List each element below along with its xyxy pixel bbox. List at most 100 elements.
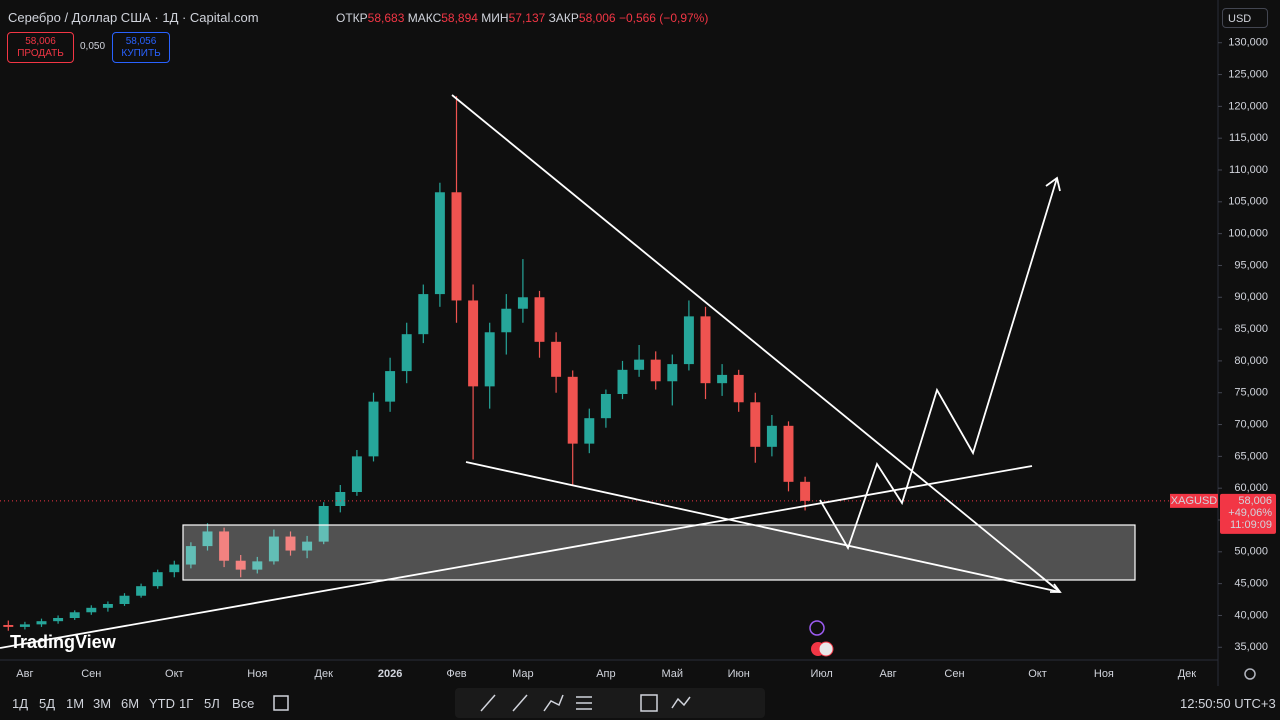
- y-tick-label: 50,000: [1234, 546, 1268, 558]
- y-tick-label: 105,000: [1228, 196, 1268, 208]
- x-tick-label: Авг: [879, 668, 896, 680]
- ohlc-label: ЗАКР: [548, 11, 579, 25]
- candle-body: [501, 308, 512, 333]
- candle-body: [136, 586, 147, 596]
- y-tick-label: 35,000: [1234, 641, 1268, 653]
- drawings: [0, 94, 1136, 649]
- sell-button[interactable]: 58,006 ПРОДАТЬ: [7, 32, 74, 63]
- candle-body: [733, 374, 744, 403]
- range-button[interactable]: Все: [232, 696, 255, 711]
- candle-body: [567, 376, 578, 444]
- buy-price: 58,056: [125, 36, 157, 47]
- candle-body: [185, 546, 196, 565]
- candle-body: [285, 536, 296, 551]
- settings-icon[interactable]: [1244, 668, 1256, 680]
- tool-icon[interactable]: [543, 694, 564, 712]
- y-tick-label: 60,000: [1234, 482, 1268, 494]
- y-tick-label: 75,000: [1234, 387, 1268, 399]
- ohlc: ОТКР58,683 МАКС58,894 МИН57,137 ЗАКР58,0…: [336, 11, 708, 25]
- event-icon[interactable]: [818, 641, 834, 657]
- candle-body: [53, 618, 64, 622]
- range-button[interactable]: 1Г: [179, 696, 194, 711]
- y-tick-label: 80,000: [1234, 355, 1268, 367]
- spread: 0,050: [80, 41, 106, 52]
- x-tick-label: Авг: [16, 668, 33, 680]
- range-button[interactable]: 6М: [121, 696, 140, 711]
- candle-body: [783, 425, 794, 482]
- range-button[interactable]: 5Л: [204, 696, 220, 711]
- ohlc-label: ОТКР: [336, 11, 368, 25]
- x-tick-label: Мар: [512, 668, 534, 680]
- trend-line: [451, 94, 1061, 593]
- candle-body: [302, 541, 313, 551]
- candle-body: [3, 625, 14, 627]
- candle-body: [617, 369, 628, 394]
- symbol-tag: [1170, 493, 1218, 508]
- candle-body: [418, 294, 429, 335]
- event-icon[interactable]: [809, 620, 825, 636]
- candle-body: [401, 334, 412, 372]
- candle-body: [534, 297, 545, 342]
- range-button[interactable]: 1Д: [12, 696, 29, 711]
- candle-body: [468, 300, 479, 387]
- candle-body: [152, 572, 163, 587]
- symbol-tag-text: XAGUSD: [1171, 495, 1218, 507]
- tool-icon[interactable]: [512, 694, 528, 712]
- x-tick-label: Дек: [1178, 668, 1197, 680]
- candle-body: [584, 418, 595, 444]
- x-tick-label: Июн: [728, 668, 750, 680]
- candle-body: [667, 364, 678, 382]
- candle-body: [252, 561, 263, 570]
- x-tick-label: Апр: [596, 668, 615, 680]
- x-tick-label: Фев: [446, 668, 466, 680]
- x-tick-label: Май: [662, 668, 684, 680]
- candle-body: [750, 402, 761, 447]
- range-button[interactable]: 1М: [66, 696, 85, 711]
- forecast-path: [819, 177, 1058, 551]
- currency-select[interactable]: USD: [1222, 8, 1268, 28]
- candle-body: [36, 621, 47, 625]
- candle-body: [19, 624, 30, 627]
- x-tick-label: 2026: [378, 668, 402, 680]
- candle-body: [119, 595, 130, 604]
- y-tick-label: 45,000: [1234, 578, 1268, 590]
- candle-body: [169, 564, 180, 573]
- candle-body: [385, 371, 396, 402]
- toolbar-icons: [273, 694, 691, 712]
- candle-body: [219, 531, 230, 561]
- logo: TradingView: [10, 632, 116, 652]
- candle-body: [683, 316, 694, 365]
- candle-body: [368, 401, 379, 457]
- x-tick-label: Окт: [1028, 668, 1047, 680]
- sell-price: 58,006: [25, 36, 56, 47]
- candle-body: [69, 612, 80, 618]
- buy-button[interactable]: 58,056 КУПИТЬ: [112, 32, 170, 63]
- price-tag-price: 58,006: [1238, 495, 1272, 507]
- x-tick-label: Июл: [811, 668, 833, 680]
- tool-icon[interactable]: [480, 694, 496, 712]
- range-button[interactable]: YTD: [149, 696, 175, 711]
- y-tick-label: 130,000: [1228, 37, 1268, 49]
- candle-body: [634, 359, 645, 370]
- tool-icon[interactable]: [640, 694, 658, 712]
- ohlc-value: 58,894: [441, 11, 478, 25]
- candle-body: [451, 192, 462, 301]
- candle-body: [318, 506, 329, 542]
- price-tag-change: +49,06%: [1228, 507, 1272, 519]
- symbol-title: Серебро / Доллар США · 1Д · Capital.com: [8, 10, 259, 25]
- trend-line: [0, 465, 1033, 649]
- tool-icon[interactable]: [671, 696, 691, 709]
- y-tick-label: 100,000: [1228, 228, 1268, 240]
- tool-icon[interactable]: [273, 695, 289, 711]
- ohlc-value: 58,683: [367, 11, 405, 25]
- x-tick-label: Окт: [165, 668, 184, 680]
- x-tick-label: Сен: [81, 668, 101, 680]
- y-tick-label: 85,000: [1234, 323, 1268, 335]
- trend-line: [465, 461, 1061, 593]
- range-button[interactable]: 5Д: [39, 696, 56, 711]
- range-button[interactable]: 3М: [93, 696, 112, 711]
- zone-rect: [182, 524, 1136, 581]
- x-tick-label: Дек: [315, 668, 334, 680]
